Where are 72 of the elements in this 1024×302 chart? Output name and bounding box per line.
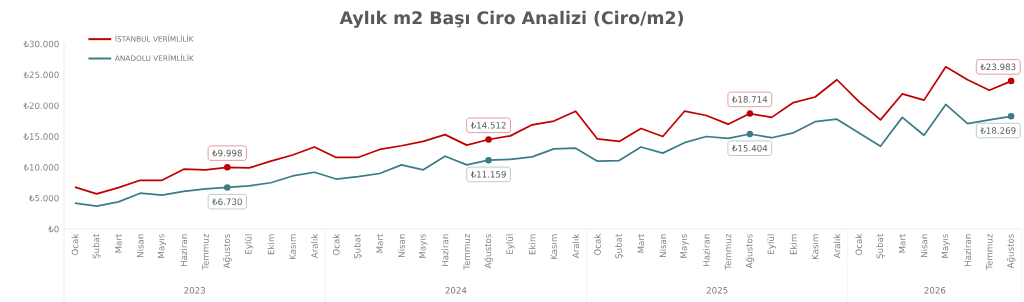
data-label: ₺9.998 [212, 149, 242, 157]
x-tick-label: Temmuz [463, 234, 471, 270]
x-tick-label: Temmuz [986, 234, 993, 270]
x-tick-label: Ocak [71, 233, 79, 256]
x-tick-label: Ocak [594, 233, 601, 256]
y-tick-label: ₺15.000 [23, 133, 59, 140]
x-tick-label: Ekim [267, 234, 275, 255]
x-tick-label: Şubat [92, 233, 101, 259]
x-tick-label: Haziran [702, 234, 710, 266]
point [485, 136, 492, 143]
point [485, 156, 492, 164]
x-tick-label: Mart [899, 233, 906, 253]
text: 2023 [184, 287, 205, 294]
point [746, 110, 754, 117]
x-tick-label: Ocak [855, 233, 863, 256]
x-tick-label: Aralık [833, 233, 841, 259]
x-tick-label: Ekim [528, 234, 536, 255]
y-tick-label: ₺30.000 [23, 40, 59, 48]
y-tick-label: ₺25.000 [23, 71, 59, 79]
x-tick-label: Kasım [811, 234, 819, 260]
x-tick-label: Ağustos [223, 234, 232, 269]
x-tick-label: Şubat [876, 233, 885, 259]
y-tick-label: ₺5.000 [29, 194, 59, 202]
text: 2025 [706, 287, 728, 294]
x-tick-label: Kasım [550, 234, 558, 260]
text: 2026 [924, 287, 946, 294]
point [224, 164, 231, 171]
point [746, 130, 754, 138]
x-tick-label: Temmuz [724, 234, 732, 270]
x-tick-label: Haziran [964, 234, 971, 266]
x-tick-label: Şubat [353, 233, 363, 259]
chart-title: Aylık m2 Başı Ciro Analizi (Ciro/m2) [339, 10, 683, 28]
point [224, 184, 231, 191]
data-label: ₺15.404 [731, 144, 768, 152]
y-tick-label: ₺10.000 [23, 164, 59, 171]
x-tick-label: Ağustos [484, 234, 493, 269]
data-label: ₺6.730 [212, 198, 242, 205]
point [1007, 113, 1015, 120]
data-label: ₺23.983 [980, 63, 1016, 71]
point [1007, 77, 1015, 85]
x-tick-label: Temmuz [202, 234, 209, 270]
x-tick-label: Nisan [920, 234, 928, 258]
x-tick-label: Şubat [615, 233, 624, 259]
x-tick-label: Kasım [289, 234, 296, 260]
y-tick-label: ₺0 [48, 225, 59, 233]
x-tick-label: Mayıs [419, 234, 428, 258]
x-tick-label: Haziran [441, 234, 449, 266]
data-label: ₺11.159 [470, 171, 506, 178]
x-tick-label: Aralık [311, 233, 318, 259]
x-tick-label: Nisan [136, 234, 144, 258]
x-tick-label: Eylül [767, 234, 776, 254]
x-tick-label: Nisan [398, 234, 405, 258]
x-tick-label: Ekim [790, 234, 797, 255]
x-tick-label: Ağustos [1006, 234, 1016, 269]
x-tick-label: Aralık [572, 233, 580, 259]
x-tick-label: Nisan [659, 234, 667, 258]
text: 2024 [445, 287, 467, 294]
x-tick-label: Eylül [244, 234, 254, 254]
data-label: ₺14.512 [470, 122, 506, 129]
x-tick-label: Mayıs [680, 234, 689, 258]
x-tick-label: Mayıs [157, 234, 167, 258]
x-tick-label: Haziran [180, 234, 188, 266]
x-tick-label: Mart [376, 233, 383, 253]
x-tick-label: Ocak [332, 233, 340, 256]
data-label: ₺18.714 [731, 96, 768, 103]
x-tick-label: Eylül [506, 234, 515, 254]
x-tick-label: Mart [637, 233, 645, 253]
x-tick-label: Ağustos [745, 234, 755, 269]
x-tick-label: Mart [115, 233, 122, 253]
y-tick-label: ₺20.000 [23, 102, 59, 109]
x-tick-label: Mayıs [941, 234, 950, 258]
data-label: ₺18.269 [980, 127, 1016, 134]
